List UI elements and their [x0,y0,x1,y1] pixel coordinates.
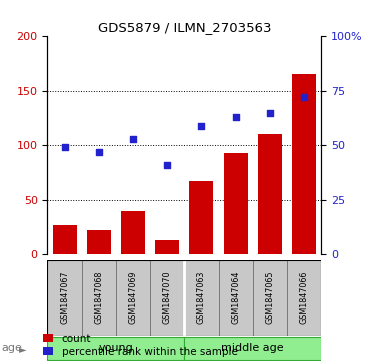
Bar [219,260,253,336]
Point [164,162,170,168]
Point [130,136,136,142]
Point [267,110,273,115]
Text: GSM1847063: GSM1847063 [197,271,206,325]
Point [199,123,204,129]
Point [233,114,239,120]
Bar [87,230,111,254]
Point [96,149,102,155]
Bar [258,134,282,254]
Text: GSM1847066: GSM1847066 [300,271,308,325]
Bar [184,337,321,360]
Text: middle age: middle age [222,343,284,353]
Bar [47,337,184,360]
Bar [116,260,150,336]
Point [301,94,307,100]
Title: GDS5879 / ILMN_2703563: GDS5879 / ILMN_2703563 [97,21,271,34]
Bar [150,260,184,336]
Text: age: age [2,343,23,354]
Bar [53,225,77,254]
Text: GSM1847065: GSM1847065 [265,271,274,325]
Legend: count, percentile rank within the sample: count, percentile rank within the sample [42,333,238,358]
Bar [253,260,287,336]
Bar [121,211,145,254]
Bar [184,260,219,336]
Bar [47,260,82,336]
Text: GSM1847070: GSM1847070 [163,271,172,325]
Bar [292,74,316,254]
Text: young: young [99,343,133,353]
Text: GSM1847069: GSM1847069 [128,271,138,325]
Text: GSM1847068: GSM1847068 [94,271,103,325]
Bar [224,153,247,254]
Bar [155,240,179,254]
Text: GSM1847067: GSM1847067 [60,271,69,325]
Point [62,144,68,150]
Text: GSM1847064: GSM1847064 [231,271,240,325]
Bar [189,181,214,254]
Bar [287,260,321,336]
Text: ►: ► [19,344,27,354]
Bar [82,260,116,336]
